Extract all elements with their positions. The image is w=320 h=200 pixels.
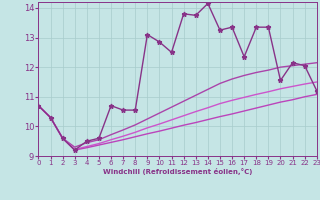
X-axis label: Windchill (Refroidissement éolien,°C): Windchill (Refroidissement éolien,°C)	[103, 168, 252, 175]
